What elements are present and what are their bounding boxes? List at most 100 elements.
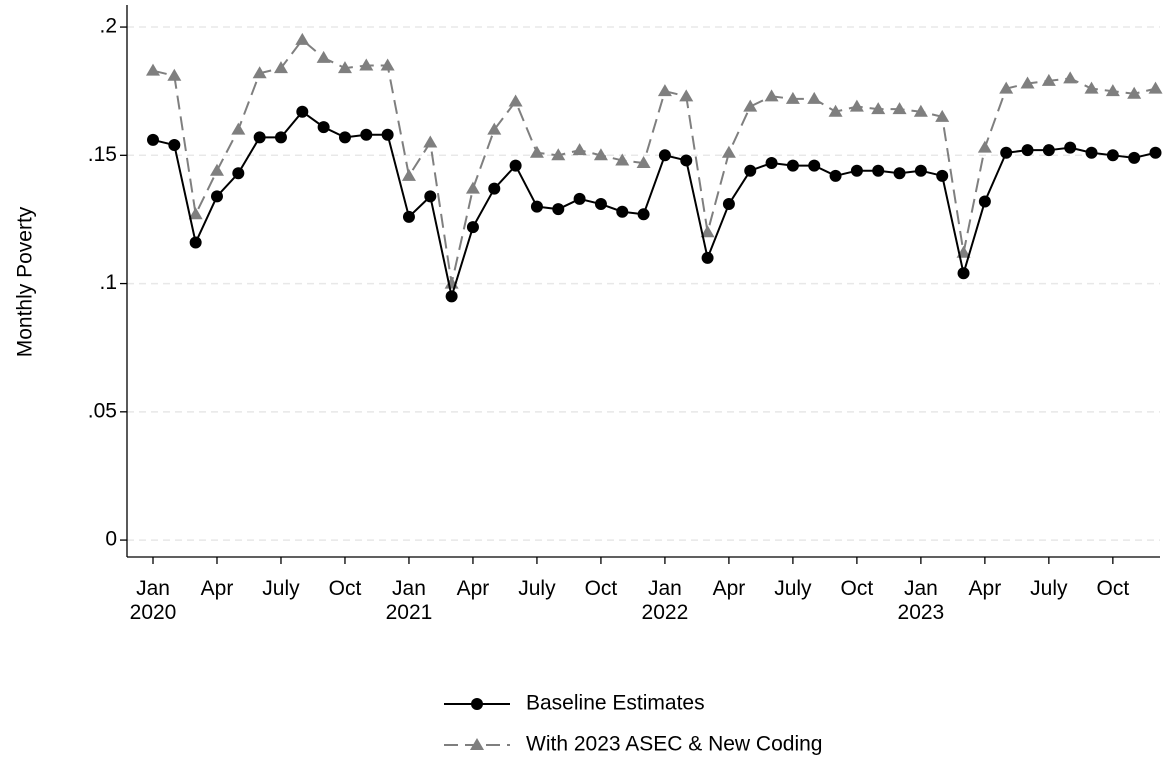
point	[1064, 141, 1077, 154]
x-tick-label: Apr	[712, 577, 746, 600]
y-tick-label: .2	[99, 15, 117, 38]
point	[573, 192, 586, 205]
point	[253, 131, 266, 144]
point	[636, 156, 651, 169]
point	[765, 157, 778, 170]
point	[295, 32, 310, 45]
point	[1041, 73, 1056, 86]
point	[721, 145, 736, 158]
point	[168, 139, 181, 152]
point	[764, 89, 779, 102]
point	[381, 128, 394, 141]
point	[1149, 146, 1162, 159]
point	[487, 122, 502, 135]
point	[147, 133, 159, 146]
point	[593, 148, 608, 161]
point	[722, 198, 735, 211]
point	[509, 159, 522, 172]
x-tick-label: July	[518, 577, 556, 600]
point	[679, 89, 694, 102]
point	[530, 200, 543, 213]
y-tick-label: 0	[105, 528, 117, 551]
x-tick-label: Apr	[200, 577, 234, 600]
point	[274, 131, 287, 144]
point	[508, 94, 523, 107]
series-line	[152, 38, 1156, 284]
point	[786, 159, 799, 172]
x-tick-label: Jan 2020	[129, 577, 177, 624]
point	[232, 167, 245, 180]
y-tick-label: .1	[99, 271, 117, 294]
point	[849, 99, 864, 112]
point	[252, 66, 267, 79]
point	[935, 109, 950, 122]
point	[1063, 71, 1078, 84]
point	[1042, 144, 1055, 157]
point	[999, 81, 1014, 94]
x-tick-label: Oct	[840, 577, 874, 600]
legend-label: With 2023 ASEC & New Coding	[526, 733, 822, 756]
point	[209, 163, 224, 176]
point	[700, 225, 715, 238]
point	[1148, 81, 1163, 94]
point	[167, 68, 182, 81]
point	[231, 122, 246, 135]
point	[423, 135, 438, 148]
point	[316, 50, 331, 63]
x-tick-label: Jan 2023	[897, 577, 945, 624]
x-tick-label: Apr	[968, 577, 1002, 600]
point	[936, 169, 949, 182]
point	[1021, 144, 1034, 157]
point	[637, 208, 650, 221]
x-tick-label: Apr	[456, 577, 490, 600]
point	[977, 140, 992, 153]
point	[529, 145, 544, 158]
point	[594, 198, 607, 211]
x-tick-label: Oct	[584, 577, 618, 600]
point	[1000, 146, 1013, 159]
point	[913, 104, 928, 117]
point	[146, 63, 160, 76]
y-tick-label: .05	[88, 399, 117, 422]
legend-label: Baseline Estimates	[526, 692, 705, 715]
point	[615, 153, 630, 166]
x-tick-label: July	[1030, 577, 1068, 600]
x-tick-label: Oct	[328, 577, 362, 600]
point	[872, 164, 885, 177]
legend-marker	[470, 738, 484, 750]
point	[273, 61, 288, 74]
point	[957, 267, 970, 280]
y-axis-label: Monthly Poverty	[14, 206, 37, 357]
x-tick-label: July	[262, 577, 300, 600]
point	[744, 164, 757, 177]
point	[828, 104, 843, 117]
point	[1020, 76, 1035, 89]
point	[424, 190, 437, 203]
point	[808, 159, 821, 172]
point	[317, 121, 330, 134]
point	[1128, 151, 1141, 164]
point	[658, 149, 671, 162]
point	[701, 251, 714, 264]
point	[1127, 86, 1142, 99]
point	[616, 205, 629, 218]
point	[359, 58, 374, 71]
point	[1084, 81, 1099, 94]
point	[296, 105, 309, 118]
point	[1085, 146, 1098, 159]
point	[466, 221, 479, 234]
point	[380, 58, 395, 71]
point	[189, 236, 202, 249]
point	[807, 91, 822, 104]
point	[360, 128, 373, 141]
point	[188, 207, 203, 220]
x-tick-label: July	[774, 577, 812, 600]
point	[210, 190, 223, 203]
point	[552, 203, 565, 216]
point	[401, 168, 416, 181]
point	[978, 195, 991, 208]
point	[829, 169, 842, 182]
point	[337, 61, 352, 74]
point	[657, 84, 672, 97]
